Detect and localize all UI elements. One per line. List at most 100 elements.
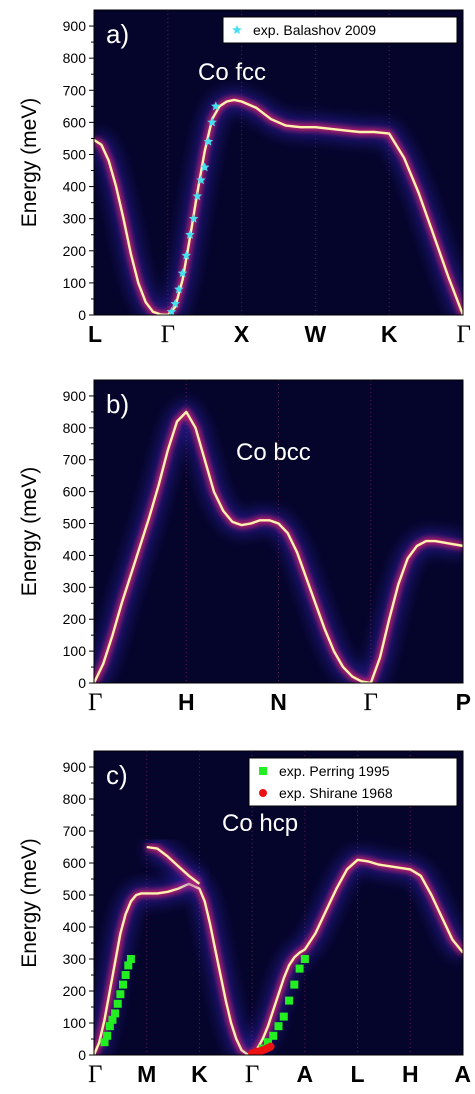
y-tick-label: 0 <box>78 307 86 323</box>
data-point-square <box>108 1015 117 1024</box>
y-tick-label: 900 <box>63 759 87 775</box>
plot-area <box>94 380 463 683</box>
data-point-square <box>111 1009 120 1018</box>
x-tick-label: W <box>305 321 327 347</box>
material-label: Co hcp <box>222 810 298 837</box>
material-label: Co bcc <box>236 439 311 466</box>
x-tick-label: P <box>456 689 471 715</box>
y-tick-label: 400 <box>63 547 87 563</box>
y-tick-label: 700 <box>63 823 87 839</box>
y-tick-label: 600 <box>63 855 87 871</box>
x-tick-label: A <box>454 1061 471 1087</box>
y-tick-label: 100 <box>63 275 87 291</box>
plot-area <box>94 751 463 1055</box>
y-tick-label: 500 <box>63 887 87 903</box>
y-tick-label: 900 <box>63 18 87 34</box>
data-point-square <box>269 1031 278 1040</box>
legend-box <box>248 757 458 807</box>
y-axis-label: Energy (meV) <box>18 838 41 968</box>
y-tick-label: 700 <box>63 452 87 468</box>
y-tick-label: 800 <box>63 791 87 807</box>
data-point-star <box>199 162 210 172</box>
x-tick-label: Γ <box>88 1061 102 1088</box>
band-line-0 <box>94 410 463 683</box>
y-tick-label: 0 <box>78 675 86 691</box>
data-point-square <box>279 1012 288 1021</box>
x-tick-label: L <box>351 1061 365 1087</box>
y-tick-label: 900 <box>63 388 87 404</box>
data-point-circle <box>266 1042 275 1051</box>
y-tick-label: 0 <box>78 1047 86 1063</box>
data-point-square <box>113 999 122 1008</box>
band-line-0 <box>94 882 253 1055</box>
data-point-star <box>177 268 188 278</box>
data-point-star <box>211 101 221 111</box>
data-point-star <box>170 298 180 308</box>
y-tick-label: 200 <box>63 983 87 999</box>
legend-marker <box>232 25 242 35</box>
data-point-square <box>124 961 133 970</box>
x-tick-label: H <box>178 689 195 715</box>
x-tick-label: Γ <box>364 689 378 716</box>
data-point-square <box>105 1022 114 1031</box>
legend-marker <box>259 767 267 775</box>
data-point-star <box>203 136 214 146</box>
y-tick-label: 400 <box>63 179 87 195</box>
x-tick-label: Γ <box>457 321 471 348</box>
band-line-2 <box>251 858 463 1055</box>
data-point-star <box>166 306 177 315</box>
y-tick-label: 500 <box>63 516 87 532</box>
data-point-star <box>188 213 199 223</box>
x-tick-label: A <box>297 1061 314 1087</box>
panel-1: 0 100 200 300 400 500 600 700 800 900 Energy (meV)… <box>18 9 471 348</box>
x-tick-label: Γ <box>88 689 102 716</box>
data-point-star <box>185 229 195 239</box>
legend-box <box>222 16 458 44</box>
x-tick-label: X <box>234 321 250 347</box>
y-tick-label: 500 <box>63 146 87 162</box>
plot-area <box>94 10 463 315</box>
panel-label: c) <box>106 760 128 790</box>
x-tick-label: N <box>270 689 287 715</box>
data-point-square <box>118 980 127 989</box>
data-point-square <box>285 996 294 1005</box>
x-tick-label: Γ <box>161 321 175 348</box>
x-tick-label: H <box>402 1061 419 1087</box>
data-point-star <box>196 175 206 185</box>
data-point-square <box>295 964 304 973</box>
y-tick-label: 200 <box>63 243 87 259</box>
y-tick-label: 600 <box>63 484 87 500</box>
panel-3: 0 100 200 300 400 500 600 700 800 900 Energy (meV)… <box>18 750 471 1088</box>
y-tick-label: 300 <box>63 211 87 227</box>
y-tick-label: 600 <box>63 114 87 130</box>
y-tick-label: 800 <box>63 50 87 66</box>
data-point-square <box>274 1022 283 1031</box>
band-line-0 <box>94 98 463 315</box>
legend: exp. Balashov 2009 <box>222 16 458 44</box>
y-axis-label: Energy (meV) <box>18 98 41 228</box>
y-tick-label: 300 <box>63 951 87 967</box>
data-point-square <box>121 971 130 979</box>
axes-frame <box>93 379 464 684</box>
y-tick-label: 100 <box>63 1015 87 1031</box>
panel-2: 0 100 200 300 400 500 600 700 800 900 Energy (meV)… <box>18 379 471 716</box>
x-tick-label: K <box>381 321 398 347</box>
y-tick-label: 200 <box>63 611 87 627</box>
x-tick-label: M <box>137 1061 156 1087</box>
band-line-1 <box>146 845 201 885</box>
data-point-star <box>181 250 192 260</box>
y-tick-label: 300 <box>63 579 87 595</box>
y-tick-label: 800 <box>63 420 87 436</box>
y-tick-label: 400 <box>63 919 87 935</box>
material-label: Co fcc <box>198 59 266 86</box>
data-point-star <box>192 191 203 201</box>
legend-marker <box>259 789 267 797</box>
panel-label: a) <box>106 19 129 49</box>
data-point-square <box>100 1038 109 1047</box>
x-tick-label: K <box>191 1061 208 1087</box>
data-point-star <box>207 117 217 127</box>
data-point-square <box>116 990 125 999</box>
data-point-square <box>103 1031 112 1040</box>
legend: exp. Perring 1995 exp. Shirane 1968 <box>248 757 458 807</box>
